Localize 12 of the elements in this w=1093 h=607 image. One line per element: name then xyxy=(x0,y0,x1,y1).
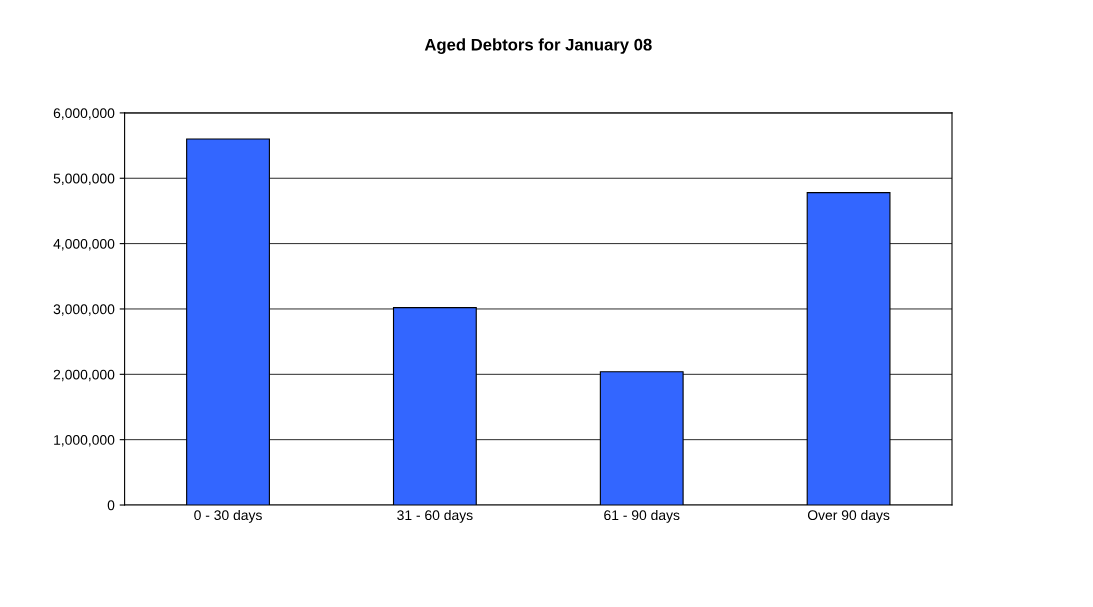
y-tick-label: 6,000,000 xyxy=(53,108,115,120)
y-tick-label: 3,000,000 xyxy=(53,304,115,316)
y-tick-label: 4,000,000 xyxy=(53,238,115,251)
y-tick-label: 5,000,000 xyxy=(53,173,115,186)
y-tick-label: 2,000,000 xyxy=(53,369,115,382)
chart-title: Aged Debtors for January 08 xyxy=(424,38,652,54)
y-tick-label: 0 xyxy=(107,500,115,511)
x-tick-label: 31 - 60 days xyxy=(397,509,473,523)
x-tick-label: 0 - 30 days xyxy=(194,509,262,523)
y-tick-label: 1,000,000 xyxy=(54,435,115,447)
x-tick-label: 61 - 90 days xyxy=(604,509,680,523)
x-tick-label: Over 90 days xyxy=(807,509,890,523)
